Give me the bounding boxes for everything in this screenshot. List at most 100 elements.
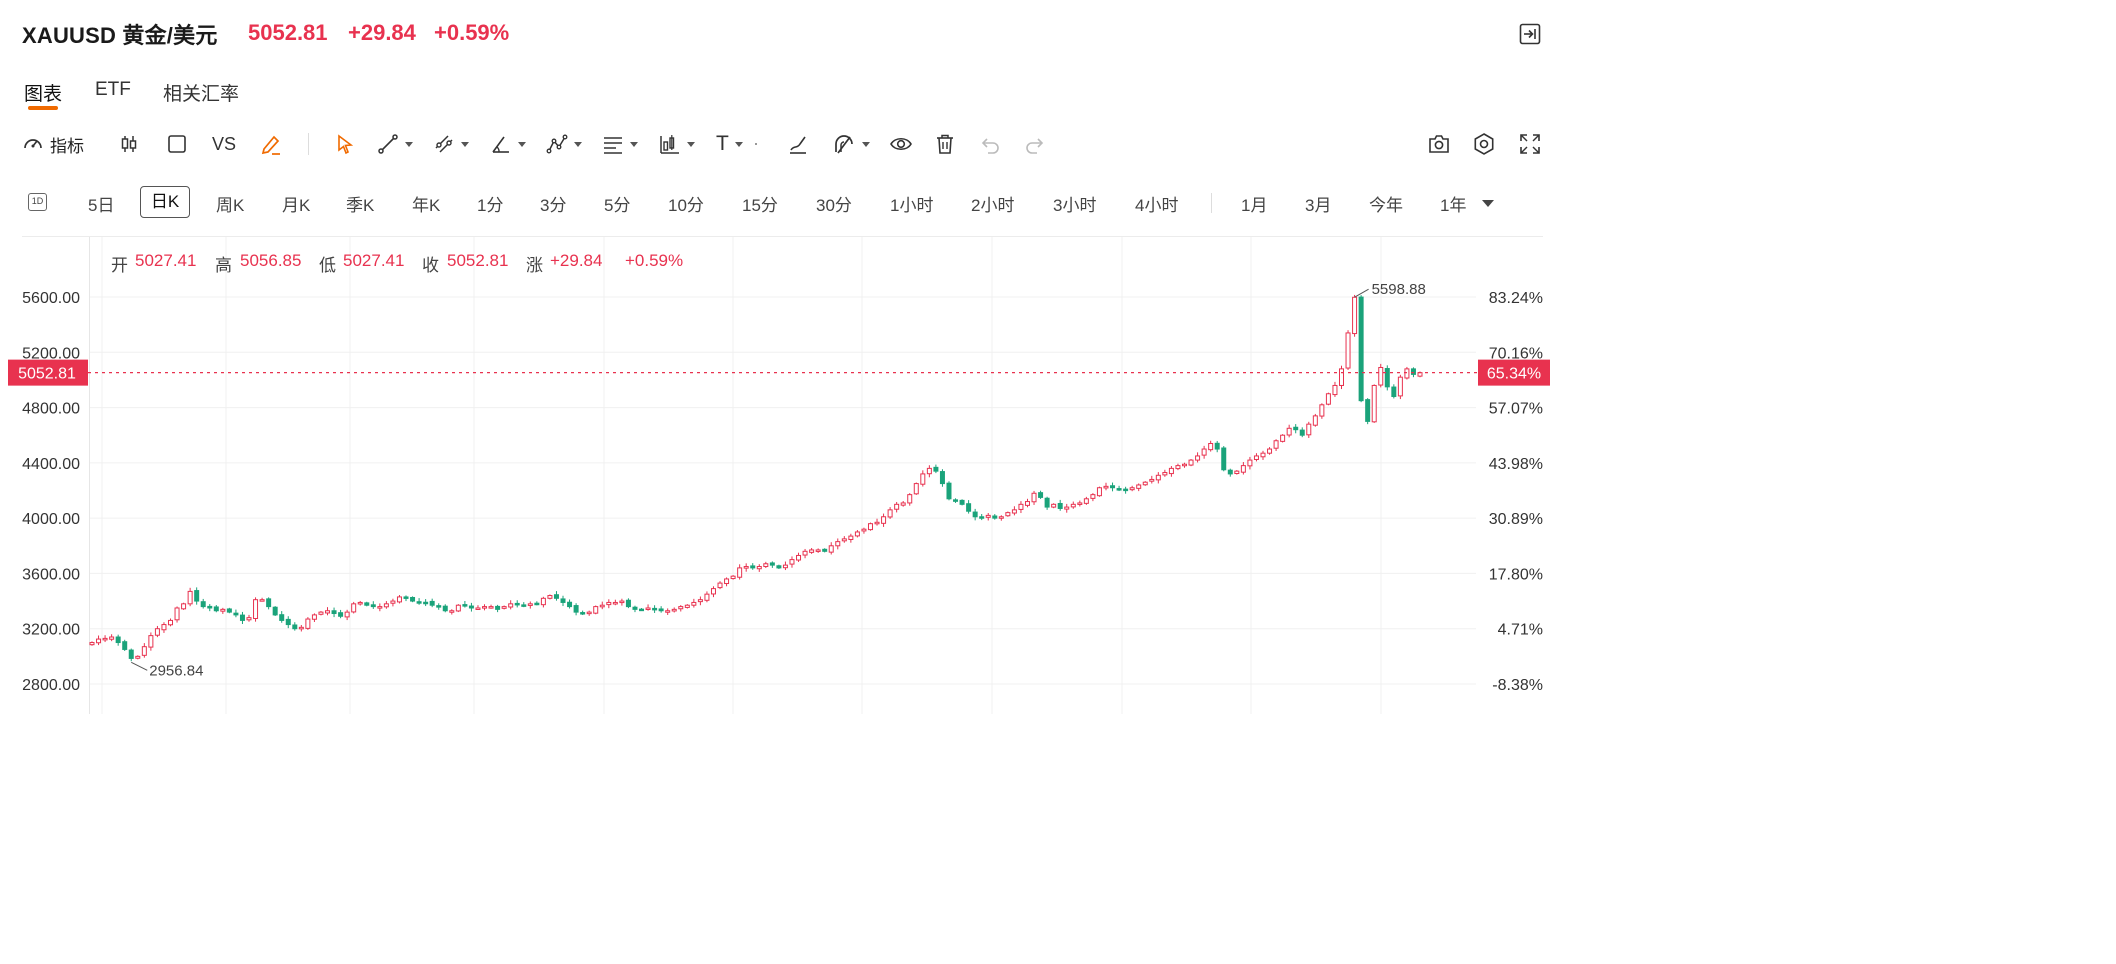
candle-body xyxy=(737,567,743,578)
candle-body xyxy=(449,610,455,613)
candle-body xyxy=(1038,492,1044,498)
period-4h[interactable]: 4小时 xyxy=(1135,196,1179,215)
period-1month[interactable]: 1月 xyxy=(1241,196,1268,215)
compare-button[interactable]: VS xyxy=(212,130,236,158)
period-monthly-k[interactable]: 月K xyxy=(282,196,311,215)
tab-chart[interactable]: 图表 xyxy=(24,84,63,105)
candle-body xyxy=(560,598,566,603)
chevron-down-icon xyxy=(518,141,526,147)
candle-body xyxy=(200,601,206,608)
candle-body xyxy=(1384,368,1390,388)
brush-icon[interactable] xyxy=(787,130,809,158)
candle-body xyxy=(1031,492,1037,503)
header-change: +29.84 xyxy=(348,20,416,45)
candle-body xyxy=(639,608,645,612)
y-tick-label: 5600.00 xyxy=(22,290,80,307)
chevron-down-icon[interactable] xyxy=(1482,200,1494,207)
angle-tool-icon[interactable] xyxy=(490,130,526,158)
indicator-button[interactable]: 指标 xyxy=(22,130,84,158)
candle-body xyxy=(782,564,788,569)
period-10min[interactable]: 10分 xyxy=(668,196,704,215)
candle-body xyxy=(1247,459,1253,467)
period-quarterly-k[interactable]: 季K xyxy=(346,196,375,215)
candle-body xyxy=(553,594,559,599)
period-1min[interactable]: 1分 xyxy=(477,196,504,215)
text-tool-icon[interactable]: T xyxy=(716,130,757,158)
candle-body xyxy=(835,541,841,547)
y-tick-label: 5200.00 xyxy=(22,345,80,362)
tab-etf[interactable]: ETF xyxy=(95,79,131,100)
period-ytd[interactable]: 今年 xyxy=(1369,196,1403,215)
candle-body xyxy=(468,605,474,609)
bar-tool-icon[interactable] xyxy=(659,130,695,158)
price-chart[interactable]: 5600.00 5200.00 4800.00 4400.00 4000.00 3600.… xyxy=(0,236,1568,714)
compare-label: VS xyxy=(212,133,237,154)
redo-icon[interactable] xyxy=(1024,130,1046,158)
candle-body xyxy=(168,619,174,626)
period-15min[interactable]: 15分 xyxy=(742,196,778,215)
square-icon[interactable] xyxy=(166,130,188,158)
candle-body xyxy=(1064,506,1070,510)
candle-body xyxy=(1391,386,1397,398)
candle-body xyxy=(1070,503,1076,508)
magnet-icon[interactable] xyxy=(832,130,870,158)
candle-body xyxy=(1397,376,1403,397)
candle-body xyxy=(1352,296,1358,335)
candle-body xyxy=(253,599,259,619)
fullscreen-icon[interactable] xyxy=(1519,130,1541,158)
period-3h[interactable]: 3小时 xyxy=(1053,196,1097,215)
candle-body xyxy=(89,642,95,646)
fib-tool-icon[interactable] xyxy=(602,130,638,158)
period-2h[interactable]: 2小时 xyxy=(971,196,1015,215)
min-price-annotation: 2956.84 xyxy=(149,662,203,679)
period-5d[interactable]: 5日 xyxy=(88,196,115,215)
cursor-icon[interactable] xyxy=(334,130,356,158)
candle-body xyxy=(1149,478,1155,482)
candle-body xyxy=(1312,415,1318,426)
daily-icon[interactable]: 1D xyxy=(28,193,47,211)
candle-body xyxy=(377,606,383,609)
candle-body xyxy=(1168,467,1174,475)
period-daily-k[interactable]: 日K xyxy=(140,186,190,218)
gear-icon[interactable] xyxy=(1472,130,1496,158)
exit-panel-icon[interactable] xyxy=(1519,23,1541,45)
multi-line-icon[interactable] xyxy=(433,130,469,158)
period-5min[interactable]: 5分 xyxy=(604,196,631,215)
period-3month[interactable]: 3月 xyxy=(1305,196,1332,215)
camera-icon[interactable] xyxy=(1427,130,1451,158)
candlestick-icon[interactable] xyxy=(118,130,140,158)
eye-icon[interactable] xyxy=(889,130,913,158)
trash-icon[interactable] xyxy=(934,130,956,158)
candle-body xyxy=(822,548,828,552)
pencil-icon[interactable] xyxy=(259,130,283,158)
candle-body xyxy=(704,593,710,601)
line-tool-icon[interactable] xyxy=(377,130,413,158)
candle-body xyxy=(357,601,363,605)
candle-body xyxy=(1260,452,1266,458)
candle-body xyxy=(115,636,121,644)
tab-related-fx[interactable]: 相关汇率 xyxy=(163,84,240,105)
candle-body xyxy=(612,601,618,605)
candle-body xyxy=(1240,465,1246,473)
period-yearly-k[interactable]: 年K xyxy=(412,196,441,215)
period-weekly-k[interactable]: 周K xyxy=(216,196,245,215)
candle-body xyxy=(1195,455,1201,461)
candle-body xyxy=(1110,485,1116,489)
period-1h[interactable]: 1小时 xyxy=(890,196,934,215)
candle-body xyxy=(789,559,795,565)
candle-body xyxy=(580,612,586,615)
period-1year[interactable]: 1年 xyxy=(1440,196,1467,215)
period-3min[interactable]: 3分 xyxy=(540,196,567,215)
candle-body xyxy=(1129,487,1135,491)
candle-body xyxy=(181,603,187,610)
undo-icon[interactable] xyxy=(979,130,1001,158)
y-tick-label: 3600.00 xyxy=(22,566,80,583)
pattern-tool-icon[interactable] xyxy=(546,130,582,158)
period-30min[interactable]: 30分 xyxy=(816,196,852,215)
candle-body xyxy=(1345,332,1351,369)
candle-body xyxy=(285,618,291,626)
low-value: 5027.41 xyxy=(343,251,405,270)
candle-body xyxy=(220,608,226,612)
candle-body xyxy=(488,606,494,609)
candle-body xyxy=(1162,472,1168,476)
